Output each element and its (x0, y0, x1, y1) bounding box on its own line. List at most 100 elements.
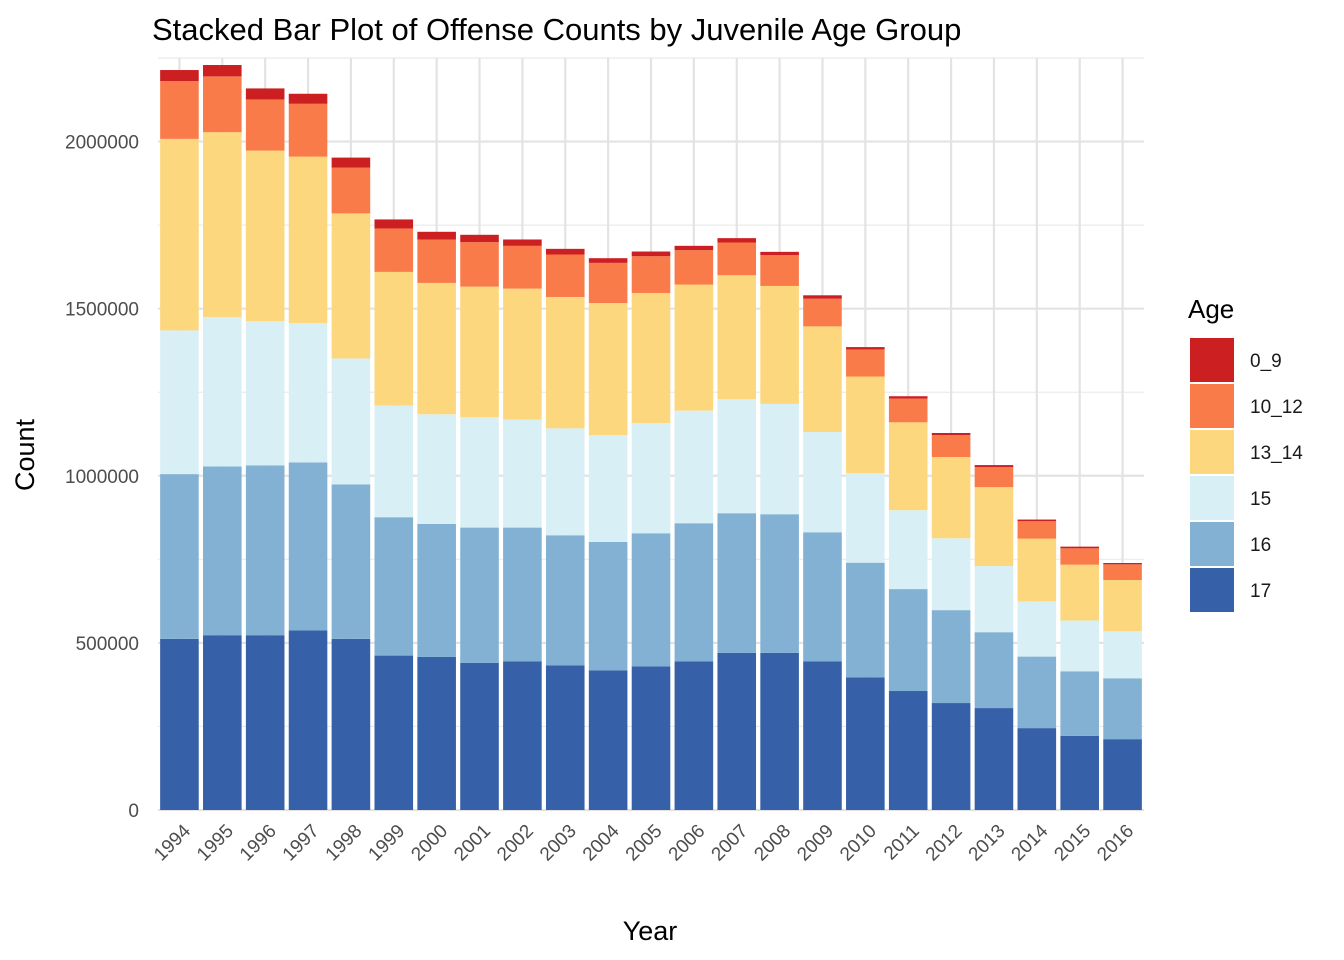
x-tick-label: 2010 (836, 821, 881, 866)
x-tick-label: 2012 (922, 821, 967, 866)
y-tick-label: 1500000 (65, 300, 139, 321)
bar-segment-13_14-2003 (545, 296, 585, 429)
bar-segment-0_9-2002 (503, 239, 542, 246)
bar-segment-0_9-2004 (588, 258, 628, 263)
bar-segment-15-1998 (331, 358, 371, 485)
bar-segment-15-2001 (460, 417, 499, 528)
bar-segment-10_12-2011 (888, 398, 928, 423)
bar-segment-0_9-2006 (674, 245, 714, 251)
x-tick-label: 1999 (365, 821, 410, 866)
bar-segment-10_12-2001 (460, 242, 499, 287)
bar-segment-15-2000 (417, 414, 456, 524)
x-tick-label: 2014 (1008, 820, 1053, 865)
bar-segment-16-2002 (503, 527, 542, 662)
legend-label-16: 16 (1250, 535, 1271, 556)
y-tick-label: 2000000 (65, 133, 139, 154)
bar-segment-16-2003 (545, 535, 585, 666)
legend-key-17 (1190, 568, 1234, 612)
bar-segment-17-2016 (1103, 739, 1142, 810)
bar-segment-13_14-2002 (503, 288, 542, 420)
bar-segment-0_9-2013 (974, 465, 1014, 468)
bar-segment-17-2002 (503, 661, 542, 810)
bar-segment-13_14-2005 (631, 292, 671, 423)
x-tick-label: 1994 (150, 820, 195, 865)
bar-segment-16-1997 (288, 462, 328, 631)
x-tick-label: 2004 (579, 820, 624, 865)
bar-segment-10_12-2000 (417, 239, 456, 283)
x-tick-label: 1995 (193, 821, 238, 866)
bar-segment-16-1994 (160, 474, 199, 639)
bar-segment-10_12-2008 (760, 255, 799, 286)
bar-segment-10_12-2004 (588, 262, 628, 303)
bar-segment-0_9-2003 (545, 248, 585, 255)
legend-label-17: 17 (1250, 581, 1271, 602)
bar-segment-17-2005 (631, 666, 671, 810)
bar-segment-17-2000 (417, 656, 456, 810)
bar-segment-13_14-1996 (245, 150, 285, 322)
bar-segment-16-2013 (974, 632, 1014, 709)
bar-segment-17-2011 (888, 691, 928, 810)
legend-label-10_12: 10_12 (1250, 397, 1303, 418)
x-tick-label: 2016 (1093, 821, 1138, 866)
y-tick-label: 0 (128, 801, 139, 822)
bar-segment-0_9-2008 (760, 251, 799, 256)
bar-segment-0_9-2014 (1017, 519, 1057, 522)
legend-key-10_12 (1190, 384, 1234, 428)
bar-segment-17-1998 (331, 638, 371, 810)
bar-segment-10_12-2014 (1017, 521, 1057, 539)
bar-segment-17-2014 (1017, 728, 1057, 810)
x-tick-label: 2001 (450, 821, 495, 866)
bar-segment-16-2008 (760, 514, 799, 653)
bar-segment-13_14-2009 (803, 326, 842, 432)
bar-segment-0_9-2012 (931, 432, 971, 436)
bar-segment-15-2005 (631, 422, 671, 534)
legend-key-15 (1190, 476, 1234, 520)
bar-segment-16-2001 (460, 527, 499, 663)
bar-segment-17-1994 (160, 638, 199, 810)
bar-segment-13_14-2004 (588, 302, 628, 436)
bar-segment-10_12-2002 (503, 245, 542, 289)
bar-segment-0_9-2000 (417, 231, 456, 240)
x-tick-label: 2003 (536, 821, 581, 866)
bar-segment-15-2009 (803, 431, 842, 533)
bar-segment-15-2016 (1103, 631, 1142, 679)
legend-title: Age (1188, 294, 1234, 324)
bar-segment-15-2010 (846, 473, 885, 563)
chart-title: Stacked Bar Plot of Offense Counts by Ju… (152, 12, 961, 47)
legend: Age 0_9 10_12 13_14 15 16 17 (1188, 294, 1303, 612)
bar-segment-13_14-2011 (888, 422, 928, 511)
bar-segment-15-2004 (588, 435, 628, 542)
bar-segment-10_12-1999 (374, 228, 414, 272)
bar-segment-16-2011 (888, 589, 928, 692)
bar-segment-16-2012 (931, 610, 971, 704)
bar-segment-10_12-2007 (717, 242, 757, 276)
bar-segment-13_14-2013 (974, 487, 1014, 567)
bar-segment-0_9-1997 (288, 93, 328, 104)
bar-segment-10_12-2012 (931, 435, 971, 458)
bar-segment-16-1998 (331, 484, 371, 639)
bar-segment-16-2004 (588, 541, 628, 671)
bar-segment-13_14-2006 (674, 284, 714, 411)
x-tick-label: 2008 (750, 821, 795, 866)
bar-segment-15-2011 (888, 510, 928, 590)
x-tick-label: 2000 (407, 821, 452, 866)
legend-key-0_9 (1190, 338, 1234, 382)
bar-segment-17-2015 (1060, 735, 1099, 810)
bar-segment-17-2012 (931, 703, 971, 810)
bar-segment-15-2015 (1060, 620, 1099, 672)
bar-segment-17-2006 (674, 661, 714, 810)
bar-segment-13_14-2001 (460, 286, 499, 418)
x-tick-label: 1997 (279, 821, 324, 866)
bar-segment-0_9-2007 (717, 238, 757, 243)
bar-segment-16-1999 (374, 517, 414, 656)
bar-segment-15-2013 (974, 566, 1014, 633)
bar-segment-10_12-2016 (1103, 564, 1142, 581)
bar-segment-0_9-1995 (203, 65, 242, 77)
bar-segment-13_14-2015 (1060, 564, 1099, 621)
legend-label-0_9: 0_9 (1250, 351, 1282, 372)
bar-segment-0_9-2010 (846, 347, 885, 350)
bar-segment-10_12-2015 (1060, 548, 1099, 565)
bar-segment-16-2014 (1017, 656, 1057, 729)
bar-segment-16-2010 (846, 562, 885, 678)
x-tick-label: 2015 (1050, 821, 1095, 866)
